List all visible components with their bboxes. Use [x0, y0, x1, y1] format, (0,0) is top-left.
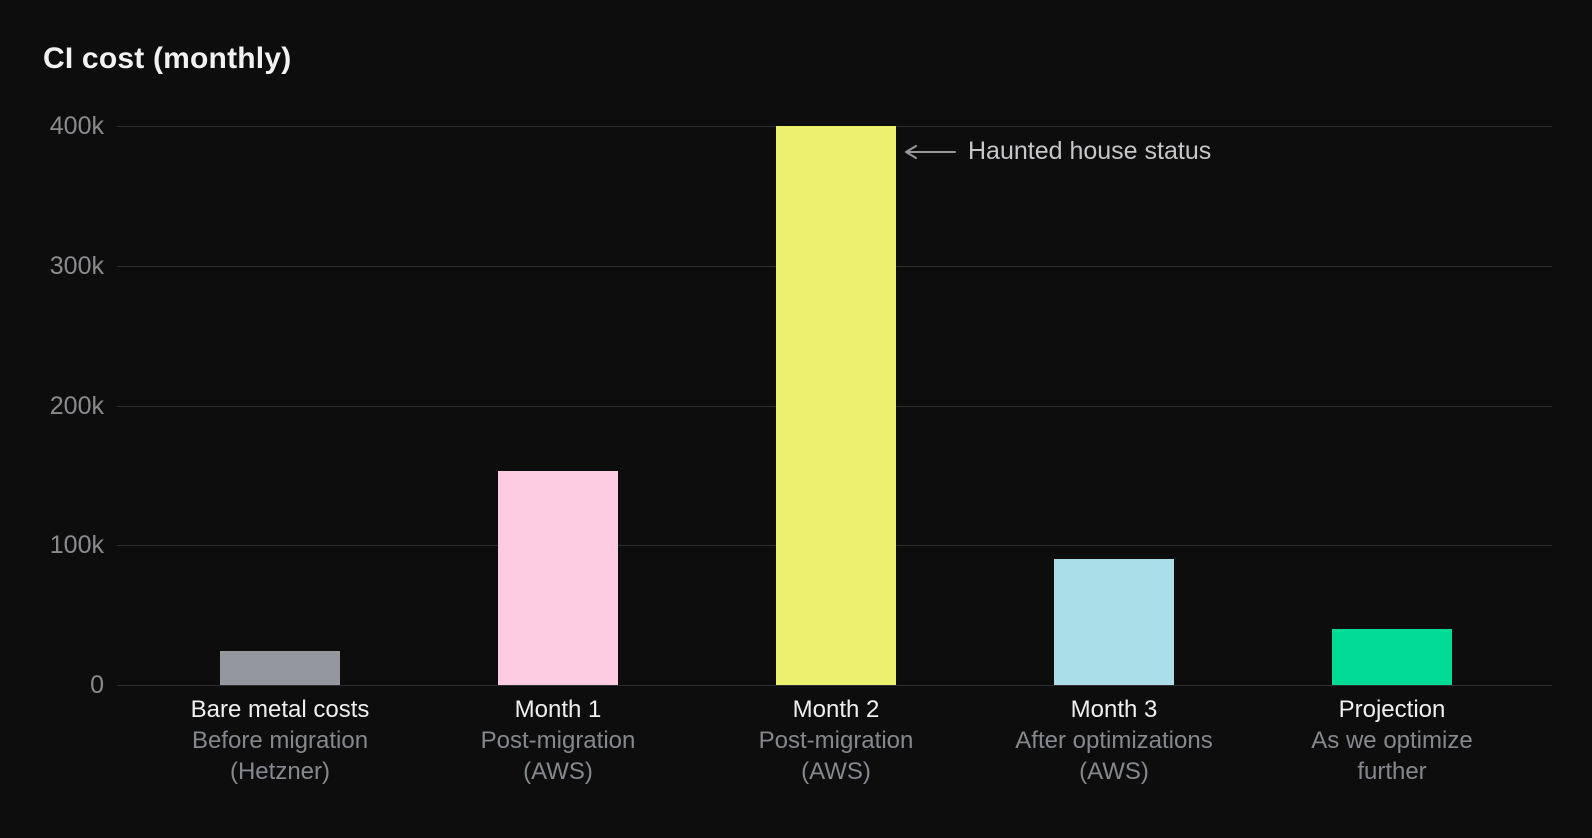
chart-title: CI cost (monthly): [43, 42, 292, 75]
bar-month-2: [776, 126, 896, 685]
x-label-sub: Post-migration: [758, 727, 914, 754]
x-label-sub: As we optimize: [1311, 727, 1473, 754]
x-label-month-2: Month 2 Post-migration (AWS): [686, 694, 986, 787]
x-label-sub: Post-migration: [480, 727, 636, 754]
left-arrow-icon: [905, 144, 956, 159]
annotation-haunted-house: Haunted house status: [902, 137, 1212, 165]
x-label-sub: (Hetzner): [229, 758, 331, 785]
x-label-main: Projection: [1338, 696, 1446, 723]
x-label-sub: further: [1357, 758, 1427, 785]
x-label-sub: (AWS): [1079, 758, 1149, 785]
x-label-sub: After optimizations: [1015, 727, 1213, 754]
x-label-bare-metal-costs: Bare metal costs Before migration (Hetzner…: [130, 694, 430, 787]
x-label-main: Bare metal costs: [190, 696, 370, 723]
x-label-month-1: Month 1 Post-migration (AWS): [408, 694, 708, 787]
y-tick-200k: 200k: [49, 391, 104, 420]
y-tick-400k: 400k: [49, 112, 104, 140]
x-label-sub: (AWS): [523, 758, 593, 785]
x-label-main: Month 3: [1070, 696, 1158, 723]
y-tick-300k: 300k: [49, 251, 104, 280]
bar-bare-metal-costs: [220, 651, 340, 685]
annotation-text: Haunted house status: [968, 137, 1212, 165]
x-label-sub: (AWS): [801, 758, 871, 785]
gridline-0: [117, 685, 1552, 686]
bar-month-1: [498, 471, 618, 685]
x-label-main: Month 1: [514, 696, 602, 723]
y-tick-100k: 100k: [49, 531, 104, 560]
bar-month-3: [1054, 559, 1174, 685]
y-tick-0: 0: [90, 671, 104, 699]
x-label-sub: Before migration: [191, 727, 369, 754]
x-label-projection: Projection As we optimize further: [1242, 694, 1542, 787]
x-label-main: Month 2: [792, 696, 880, 723]
bar-projection: [1332, 629, 1452, 685]
x-label-month-3: Month 3 After optimizations (AWS): [964, 694, 1264, 787]
